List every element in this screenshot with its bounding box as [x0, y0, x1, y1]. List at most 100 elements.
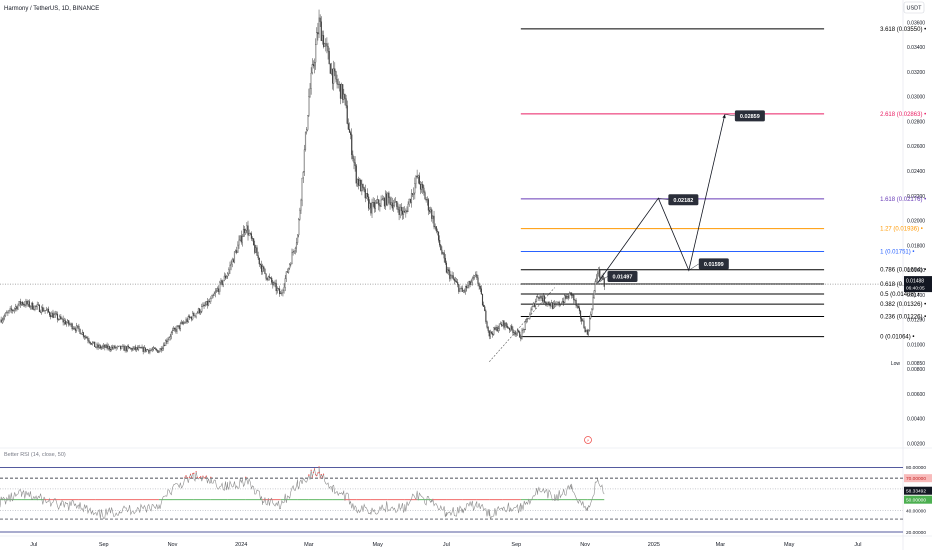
- candle-body: [233, 251, 236, 263]
- rsi-overbought-mark: [202, 475, 204, 477]
- fib-level-label: 0.618 (0.01489) •: [880, 282, 926, 288]
- candle-body: [371, 202, 373, 214]
- projection-line[interactable]: [597, 114, 726, 284]
- candle-body: [410, 193, 413, 203]
- candle-body: [590, 314, 592, 319]
- candle-body: [281, 292, 283, 294]
- candle-body: [571, 292, 573, 296]
- candle-body: [288, 267, 290, 273]
- rsi-overbought-mark: [321, 476, 324, 478]
- candle-body: [336, 79, 338, 85]
- projection-label-box[interactable]: [698, 258, 729, 270]
- candle-body: [308, 96, 310, 116]
- candle-body: [442, 252, 444, 254]
- candle-body: [9, 308, 11, 311]
- rsi-overbought-mark: [319, 477, 321, 479]
- projection-label-box[interactable]: [734, 110, 765, 122]
- candle-body: [497, 328, 499, 332]
- fib-level-label: 0.382 (0.01326) •: [880, 302, 926, 308]
- candle-body: [419, 184, 422, 190]
- candle-body: [169, 336, 171, 338]
- candle-body: [470, 282, 472, 285]
- candle-body: [35, 305, 37, 307]
- candle-body: [556, 303, 558, 305]
- candle-body: [321, 35, 323, 42]
- candle-body: [166, 340, 168, 342]
- candle-body: [329, 63, 331, 74]
- candle-body: [89, 341, 91, 344]
- candle-body: [286, 271, 289, 273]
- candle-body: [324, 43, 326, 47]
- rsi-overbought-mark: [312, 471, 315, 474]
- price-axis[interactable]: 0.03600 0.03400 0.03200 0.03000 0.02800 0.026…: [907, 20, 925, 447]
- projection-label-box[interactable]: [607, 270, 638, 282]
- candle-body: [406, 210, 408, 212]
- candle-body: [71, 323, 73, 330]
- candle-body: [335, 71, 337, 80]
- candle-body: [576, 305, 578, 307]
- rsi-overbought-mark: [311, 476, 313, 478]
- rsi-overbought-mark: [318, 472, 320, 474]
- candle-body: [229, 265, 231, 270]
- price-tick-label: 0.02000: [907, 219, 925, 225]
- rsi-line[interactable]: [0, 466, 605, 521]
- time-axis[interactable]: Jul Sep Nov 2024 Mar May Jul Sep Nov 2025 Mar May Ju…: [30, 542, 861, 548]
- candle-body: [15, 306, 17, 309]
- price-tick-label: 0.03600: [907, 20, 925, 26]
- rsi-pane[interactable]: 80.00000 70.00000 58.33492 50.00000 40.00000…: [0, 465, 932, 536]
- candle-body: [437, 231, 440, 241]
- candle-body: [568, 293, 570, 299]
- candle-body: [2, 318, 4, 321]
- candle-body: [396, 201, 398, 207]
- rsi-overbought-mark: [205, 475, 207, 477]
- candle-body: [397, 206, 399, 210]
- currency-badge[interactable]: USDT: [903, 1, 925, 14]
- candle-body: [178, 325, 180, 329]
- projection-path[interactable]: 0.01497 0.02182 0.01599 0.02859: [597, 110, 765, 284]
- candle-body: [208, 301, 210, 306]
- candle-body: [28, 301, 30, 307]
- candle-body: [192, 312, 194, 320]
- candle-body: [171, 330, 174, 333]
- candle-body: [409, 198, 411, 203]
- rsi-overbought-mark: [316, 475, 318, 477]
- candle-body: [328, 50, 330, 65]
- candle-body: [79, 328, 81, 334]
- candle-body: [53, 314, 55, 318]
- candle-body: [180, 322, 183, 324]
- projection-label-box[interactable]: [668, 194, 699, 206]
- candle-body: [176, 326, 178, 332]
- candle-body: [11, 309, 13, 311]
- candle-body: [164, 344, 166, 346]
- price-tick-label: 0.00600: [907, 392, 925, 398]
- candle-body: [105, 344, 107, 348]
- price-tick-label: 0.01800: [907, 243, 925, 249]
- candle-body: [345, 98, 347, 106]
- candle-body: [107, 346, 109, 349]
- rsi-overbought-mark: [315, 474, 317, 476]
- projection-label-leader: [724, 114, 735, 117]
- candle-body: [189, 316, 192, 318]
- candle-body: [283, 287, 285, 292]
- candle-body: [91, 342, 93, 345]
- candle-body: [165, 340, 167, 346]
- candle-body: [226, 276, 228, 279]
- candle-body: [380, 199, 382, 207]
- candle-body: [533, 303, 535, 307]
- candle-body: [78, 326, 80, 330]
- rsi-overbought-mark: [188, 476, 190, 478]
- candle-body: [276, 288, 278, 292]
- candle-body: [266, 278, 268, 280]
- candle-body: [67, 320, 69, 324]
- candle-body: [425, 199, 427, 201]
- candle-body: [236, 250, 238, 253]
- candle-body: [434, 226, 436, 228]
- candle-body: [282, 290, 284, 293]
- event-icon[interactable]: ⚡: [584, 436, 592, 444]
- candle-body: [449, 270, 451, 279]
- candle-body: [424, 192, 426, 200]
- candle-body: [573, 294, 575, 301]
- candle-body: [546, 302, 548, 304]
